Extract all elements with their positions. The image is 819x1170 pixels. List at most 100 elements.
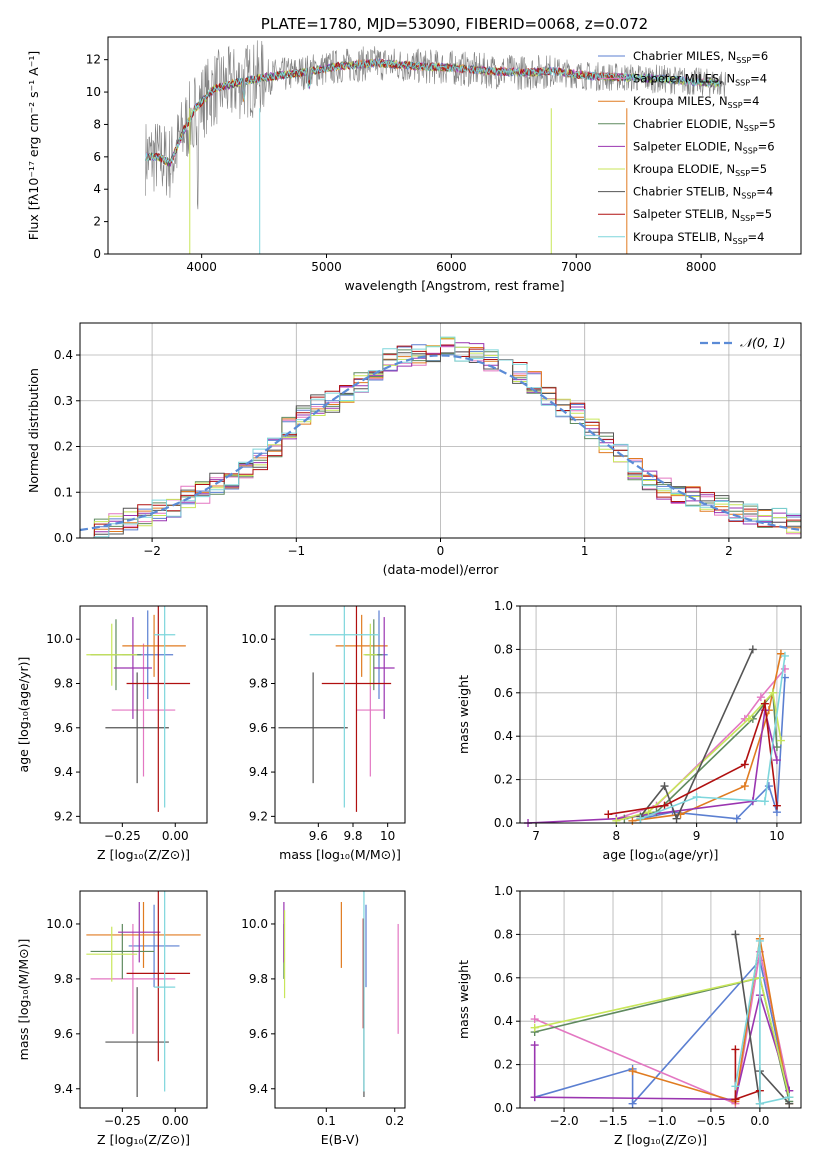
x-tick-label: 10 (769, 829, 784, 843)
y-tick-label: 10.0 (241, 632, 268, 646)
x-tick-label: 8 (613, 829, 621, 843)
histogram-7 (80, 344, 801, 539)
y-tick-label: 9.4 (54, 1082, 73, 1096)
y-tick-label: 0.2 (54, 440, 73, 454)
weight-marker (780, 651, 789, 660)
weight-marker (740, 782, 749, 791)
x-tick-label: −1 (287, 544, 305, 558)
panel-weight-vs-Z: −2.0 −1.5 −1.0 −0.5 0.0 0.0 0.2 0.4 0.6 0.8 1.0 Z [… (456, 884, 802, 1147)
panel-spectrum: 4000 5000 6000 7000 8000 0 2 4 6 8 10 12 wavelength … (26, 15, 802, 293)
y-axis-label: age [log₁₀(age/yr)] (16, 657, 31, 773)
normal-curve (79, 354, 802, 532)
panel-mass-vs-Z: −0.25 0.00 9.4 9.6 9.8 10.0 Z [log₁₀(Z/Z⊙)] mas… (16, 890, 208, 1147)
y-tick-label: 10 (86, 85, 101, 99)
x-tick-label: 0 (437, 544, 445, 558)
y-tick-label: 6 (93, 150, 101, 164)
y-tick-label: 9.6 (249, 721, 268, 735)
plot-frame (274, 605, 406, 824)
y-tick-label: 9.2 (54, 809, 73, 823)
y-tick-label: 0.1 (54, 485, 73, 499)
x-tick-label: 9 (693, 829, 701, 843)
y-tick-label: 9.8 (249, 972, 268, 986)
weight-marker (755, 1099, 764, 1108)
panel-weight-vs-age: 7 8 9 10 0.0 0.2 0.4 0.6 0.8 1.0 age [log₁₀(age/yr… (456, 599, 802, 862)
weight-marker (740, 760, 749, 769)
x-axis-label: Z [log₁₀(Z/Z⊙)] (97, 1132, 190, 1147)
x-axis-label: age [log₁₀(age/yr)] (603, 847, 719, 862)
x-axis-label: wavelength [Angstrom, rest frame] (344, 278, 564, 293)
y-tick-label: 9.6 (54, 1027, 73, 1041)
y-tick-label: 1.0 (494, 599, 513, 613)
weight-marker (744, 714, 753, 723)
plot-frame (107, 36, 802, 255)
plot-frame (79, 890, 208, 1109)
panel-residuals: −2 −1 0 1 2 0.0 0.1 0.2 0.3 0.4 (data-model)/error… (26, 322, 802, 577)
y-tick-label: 9.8 (54, 677, 73, 691)
y-tick-label: 0.0 (494, 816, 513, 830)
x-tick-label: −1.5 (598, 1114, 627, 1128)
legend-label: Chabrier MILES, NSSP=6 (633, 49, 768, 65)
y-axis-label: Normed distribution (26, 368, 41, 493)
weight-marker (748, 645, 757, 654)
chart-title: PLATE=1780, MJD=53090, FIBERID=0068, z=0… (261, 15, 648, 33)
weight-marker (628, 1099, 637, 1108)
panel-age-vs-Z: −0.25 0.00 9.2 9.4 9.6 9.8 10.0 Z [log₁₀(Z/Z⊙)]… (16, 605, 208, 862)
x-tick-label: −1.0 (647, 1114, 676, 1128)
weight-marker (530, 1093, 539, 1102)
weight-marker (604, 810, 613, 819)
weight-marker (530, 1041, 539, 1050)
y-axis-label: mass weight (456, 960, 471, 1039)
weight-marker (756, 693, 765, 702)
y-tick-label: 0.2 (494, 1058, 513, 1072)
legend-label: Chabrier ELODIE, NSSP=5 (633, 117, 776, 133)
legend-label: Chabrier STELIB, NSSP=4 (633, 185, 773, 201)
x-tick-label: 0.1 (317, 1114, 336, 1128)
legend-label: 𝒩(0, 1) (740, 335, 786, 350)
x-tick-label: 0.2 (385, 1114, 404, 1128)
x-tick-label: −2.0 (549, 1114, 578, 1128)
legend-label: Kroupa STELIB, NSSP=4 (633, 230, 764, 246)
weight-line-8 (734, 940, 790, 1105)
y-tick-label: 4 (93, 182, 101, 196)
y-tick-label: 0.4 (494, 729, 513, 743)
y-axis-label: mass weight (456, 675, 471, 754)
weight-marker (760, 699, 769, 708)
histogram-6 (80, 351, 801, 539)
y-tick-label: 1.0 (494, 884, 513, 898)
y-tick-label: 9.6 (54, 721, 73, 735)
y-tick-label: 9.4 (54, 765, 73, 779)
y-tick-label: 9.8 (249, 677, 268, 691)
y-tick-label: 10.0 (46, 632, 73, 646)
model-spectrum-7 (145, 58, 627, 164)
y-tick-label: 0.2 (494, 773, 513, 787)
x-tick-label: 0.00 (162, 1114, 189, 1128)
y-axis-label: Flux [fλ10⁻¹⁷ erg cm⁻² s⁻¹ A⁻¹] (26, 51, 41, 240)
x-tick-label: 4000 (186, 260, 217, 274)
y-tick-label: 2 (93, 215, 101, 229)
weight-marker (530, 1023, 539, 1032)
y-tick-label: 0.0 (494, 1101, 513, 1115)
y-tick-label: 0.8 (494, 927, 513, 941)
x-tick-label: 0.00 (162, 829, 189, 843)
x-tick-label: 2 (725, 544, 733, 558)
plot-frame (79, 322, 802, 539)
x-tick-label: 9.8 (343, 829, 362, 843)
weight-marker (760, 797, 769, 806)
weight-marker (732, 814, 741, 823)
y-tick-label: 9.8 (54, 972, 73, 986)
y-tick-label: 9.4 (249, 1082, 268, 1096)
panel-age-vs-mass: 9.6 9.8 10 9.2 9.4 9.6 9.8 10.0 mass [log₁₀(M/M⊙… (241, 605, 406, 862)
x-tick-label: −0.25 (104, 829, 141, 843)
weight-marker (660, 801, 669, 810)
legend-label: Kroupa ELODIE, NSSP=5 (633, 162, 767, 178)
weight-marker (780, 664, 789, 673)
weight-marker (768, 688, 777, 697)
y-tick-label: 0.3 (54, 394, 73, 408)
plot-frame (274, 890, 406, 1109)
y-tick-label: 0.0 (54, 531, 73, 545)
y-tick-label: 9.6 (249, 1027, 268, 1041)
y-tick-label: 0.6 (494, 686, 513, 700)
y-tick-label: 10.0 (241, 917, 268, 931)
y-tick-label: 9.2 (249, 809, 268, 823)
